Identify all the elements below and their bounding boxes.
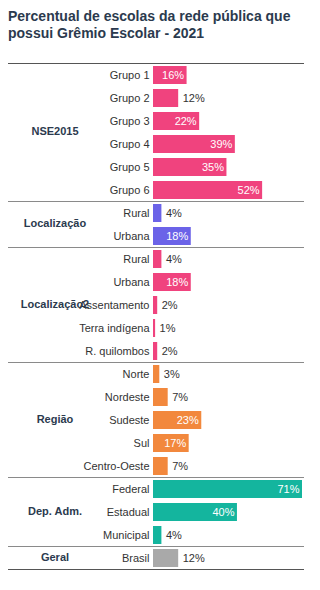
svg-text:Geral: Geral <box>41 551 69 563</box>
svg-text:Estadual: Estadual <box>107 506 150 518</box>
svg-text:Sul: Sul <box>134 437 150 449</box>
svg-text:12%: 12% <box>183 92 205 104</box>
svg-text:Centro-Oeste: Centro-Oeste <box>83 460 149 472</box>
svg-text:Nordeste: Nordeste <box>105 391 150 403</box>
svg-text:12%: 12% <box>183 552 205 564</box>
svg-text:Grupo 6: Grupo 6 <box>110 184 150 196</box>
svg-text:Federal: Federal <box>112 483 149 495</box>
svg-text:52%: 52% <box>238 184 260 196</box>
svg-text:Localização: Localização <box>24 217 87 229</box>
svg-text:7%: 7% <box>172 391 188 403</box>
svg-text:1%: 1% <box>160 322 176 334</box>
svg-text:35%: 35% <box>202 161 224 173</box>
svg-text:Urbana: Urbana <box>113 230 150 242</box>
svg-text:16%: 16% <box>162 69 184 81</box>
svg-text:7%: 7% <box>172 460 188 472</box>
svg-text:Norte: Norte <box>123 368 150 380</box>
svg-text:17%: 17% <box>164 437 186 449</box>
svg-text:2%: 2% <box>162 299 178 311</box>
html-text:Percentual de escolas da rede: Percentual de escolas da rede pública qu… <box>8 8 291 41</box>
svg-text:4%: 4% <box>166 529 182 541</box>
svg-text:Grupo 2: Grupo 2 <box>110 92 150 104</box>
svg-text:2%: 2% <box>162 345 178 357</box>
svg-text:40%: 40% <box>212 506 234 518</box>
svg-text:Localização2: Localização2 <box>21 298 89 310</box>
svg-text:71%: 71% <box>277 483 299 495</box>
svg-text:18%: 18% <box>166 276 188 288</box>
svg-text:Grupo 1: Grupo 1 <box>110 69 150 81</box>
svg-text:Urbana: Urbana <box>113 276 150 288</box>
svg-text:Grupo 5: Grupo 5 <box>110 161 150 173</box>
svg-text:Municipal: Municipal <box>103 529 149 541</box>
svg-text:R. quilombos: R. quilombos <box>85 345 150 357</box>
svg-text:4%: 4% <box>166 207 182 219</box>
svg-text:Terra indígena: Terra indígena <box>79 322 150 334</box>
svg-text:18%: 18% <box>166 230 188 242</box>
svg-text:3%: 3% <box>164 368 180 380</box>
svg-text:22%: 22% <box>175 115 197 127</box>
svg-text:Dep. Adm.: Dep. Adm. <box>28 505 82 517</box>
svg-text:Rural: Rural <box>123 253 149 265</box>
svg-text:NSE2015: NSE2015 <box>31 125 78 137</box>
svg-text:Assentamento: Assentamento <box>79 299 149 311</box>
svg-text:39%: 39% <box>210 138 232 150</box>
svg-text:Grupo 4: Grupo 4 <box>110 138 150 150</box>
svg-text:23%: 23% <box>177 414 199 426</box>
svg-text:Região: Região <box>37 413 74 425</box>
svg-text:Grupo 3: Grupo 3 <box>110 115 150 127</box>
svg-text:Brasil: Brasil <box>122 552 150 564</box>
svg-text:Rural: Rural <box>123 207 149 219</box>
svg-text:4%: 4% <box>166 253 182 265</box>
svg-text:Sudeste: Sudeste <box>109 414 149 426</box>
